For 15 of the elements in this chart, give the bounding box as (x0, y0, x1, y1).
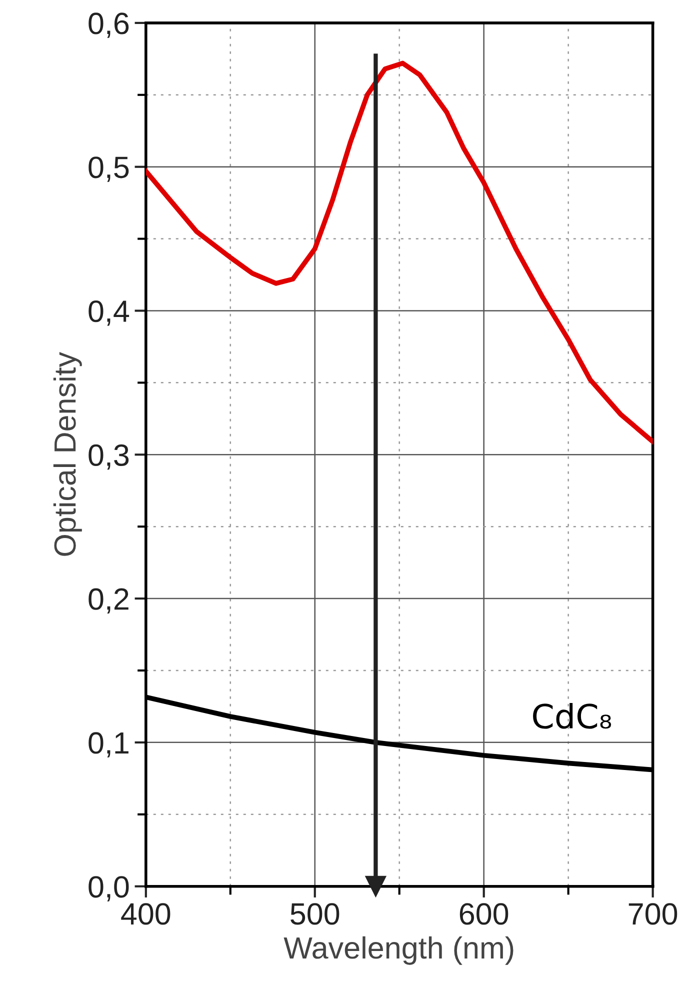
y-axis-title: Optical Density (53, 352, 82, 556)
y-tick-label: 0,4 (88, 300, 130, 326)
y-tick-label: 0,1 (88, 732, 128, 758)
y-tick-label: 0,2 (88, 588, 128, 614)
line-series (146, 60, 653, 444)
y-tick-label: 0,6 (88, 12, 129, 38)
x-tick-label: 600 (460, 903, 508, 925)
series-label: CdC₈ (533, 702, 612, 729)
y-tick-label: 0,0 (88, 876, 129, 902)
x-tick-label: 700 (628, 903, 678, 925)
y-tick-label: 0,5 (88, 156, 129, 182)
x-tick-label: 400 (121, 903, 170, 925)
y-tick-label: 0,3 (88, 444, 129, 470)
x-axis-title: Wavelength (nm) (284, 936, 514, 965)
x-tick-label: 500 (290, 903, 340, 925)
